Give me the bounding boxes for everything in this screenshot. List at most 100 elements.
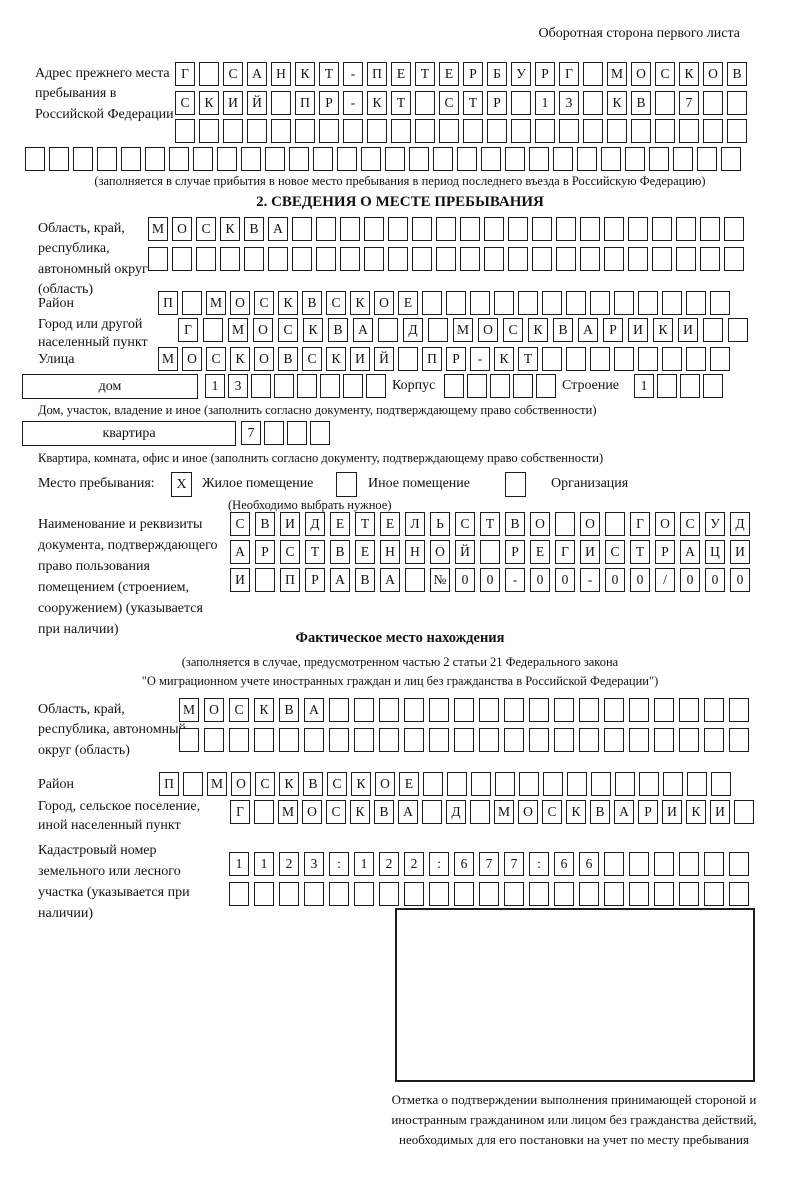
char-cell[interactable] — [484, 217, 504, 241]
char-cell[interactable] — [559, 119, 579, 143]
char-cell[interactable]: Е — [398, 291, 418, 315]
char-cell[interactable] — [379, 728, 399, 752]
char-cell[interactable]: Т — [630, 540, 650, 564]
char-cell[interactable]: И — [230, 568, 250, 592]
char-cell[interactable]: В — [355, 568, 375, 592]
char-cell[interactable]: К — [528, 318, 548, 342]
char-cell[interactable] — [579, 698, 599, 722]
char-cell[interactable] — [479, 728, 499, 752]
char-cell[interactable]: И — [280, 512, 300, 536]
char-cell[interactable] — [454, 698, 474, 722]
char-cell[interactable] — [378, 318, 398, 342]
char-cell[interactable] — [204, 728, 224, 752]
char-cell[interactable] — [703, 119, 723, 143]
char-cell[interactable]: М — [453, 318, 473, 342]
char-cell[interactable]: Р — [319, 91, 339, 115]
char-cell[interactable] — [629, 728, 649, 752]
char-cell[interactable]: Р — [305, 568, 325, 592]
char-cell[interactable] — [729, 728, 749, 752]
char-cell[interactable] — [471, 772, 491, 796]
char-cell[interactable]: М — [179, 698, 199, 722]
char-cell[interactable] — [470, 291, 490, 315]
char-cell[interactable]: Й — [247, 91, 267, 115]
char-cell[interactable]: О — [580, 512, 600, 536]
char-cell[interactable]: С — [503, 318, 523, 342]
char-cell[interactable] — [676, 217, 696, 241]
char-cell[interactable] — [175, 119, 195, 143]
char-cell[interactable] — [686, 347, 706, 371]
char-cell[interactable]: Р — [446, 347, 466, 371]
char-cell[interactable]: К — [230, 347, 250, 371]
char-cell[interactable] — [639, 772, 659, 796]
char-cell[interactable] — [676, 247, 696, 271]
char-cell[interactable]: Е — [380, 512, 400, 536]
char-cell[interactable] — [697, 147, 717, 171]
char-cell[interactable]: № — [430, 568, 450, 592]
char-cell[interactable]: Т — [415, 62, 435, 86]
char-cell[interactable] — [679, 119, 699, 143]
char-cell[interactable]: И — [580, 540, 600, 564]
char-cell[interactable] — [404, 698, 424, 722]
char-cell[interactable] — [182, 291, 202, 315]
char-cell[interactable]: 3 — [304, 852, 324, 876]
char-cell[interactable] — [340, 217, 360, 241]
char-cell[interactable]: Р — [638, 800, 658, 824]
char-cell[interactable] — [566, 347, 586, 371]
char-cell[interactable] — [199, 119, 219, 143]
char-cell[interactable] — [446, 291, 466, 315]
char-cell[interactable]: Г — [559, 62, 579, 86]
char-cell[interactable] — [504, 698, 524, 722]
char-cell[interactable]: К — [326, 347, 346, 371]
char-cell[interactable] — [554, 882, 574, 906]
char-cell[interactable] — [297, 374, 317, 398]
char-cell[interactable]: 0 — [630, 568, 650, 592]
char-cell[interactable]: Р — [463, 62, 483, 86]
char-cell[interactable] — [247, 119, 267, 143]
char-cell[interactable] — [320, 374, 340, 398]
char-cell[interactable]: У — [511, 62, 531, 86]
char-cell[interactable] — [268, 247, 288, 271]
char-cell[interactable] — [255, 568, 275, 592]
char-cell[interactable] — [505, 147, 525, 171]
char-cell[interactable] — [590, 347, 610, 371]
char-cell[interactable]: : — [329, 852, 349, 876]
char-cell[interactable]: Б — [487, 62, 507, 86]
char-cell[interactable] — [556, 217, 576, 241]
char-cell[interactable]: 6 — [579, 852, 599, 876]
char-cell[interactable]: К — [351, 772, 371, 796]
char-cell[interactable] — [654, 852, 674, 876]
char-cell[interactable] — [679, 882, 699, 906]
char-cell[interactable]: С — [196, 217, 216, 241]
char-cell[interactable]: С — [326, 800, 346, 824]
char-cell[interactable]: - — [343, 91, 363, 115]
char-cell[interactable] — [532, 217, 552, 241]
char-cell[interactable]: В — [330, 540, 350, 564]
char-cell[interactable] — [686, 291, 706, 315]
char-cell[interactable] — [412, 217, 432, 241]
char-cell[interactable]: О — [204, 698, 224, 722]
char-cell[interactable]: 0 — [680, 568, 700, 592]
char-cell[interactable]: О — [478, 318, 498, 342]
char-cell[interactable] — [271, 91, 291, 115]
char-cell[interactable] — [727, 91, 747, 115]
char-cell[interactable] — [364, 217, 384, 241]
char-cell[interactable] — [728, 318, 748, 342]
char-cell[interactable] — [504, 728, 524, 752]
char-cell[interactable] — [529, 698, 549, 722]
char-cell[interactable] — [429, 728, 449, 752]
char-cell[interactable]: Т — [518, 347, 538, 371]
char-cell[interactable] — [604, 882, 624, 906]
char-cell[interactable]: О — [375, 772, 395, 796]
char-cell[interactable]: С — [302, 347, 322, 371]
char-cell[interactable] — [223, 119, 243, 143]
char-cell[interactable] — [295, 119, 315, 143]
char-cell[interactable]: Г — [178, 318, 198, 342]
char-cell[interactable]: Т — [391, 91, 411, 115]
char-cell[interactable]: О — [172, 217, 192, 241]
char-cell[interactable] — [567, 772, 587, 796]
char-cell[interactable]: О — [253, 318, 273, 342]
char-cell[interactable]: В — [374, 800, 394, 824]
char-cell[interactable] — [513, 374, 533, 398]
char-cell[interactable]: Е — [330, 512, 350, 536]
char-cell[interactable] — [49, 147, 69, 171]
